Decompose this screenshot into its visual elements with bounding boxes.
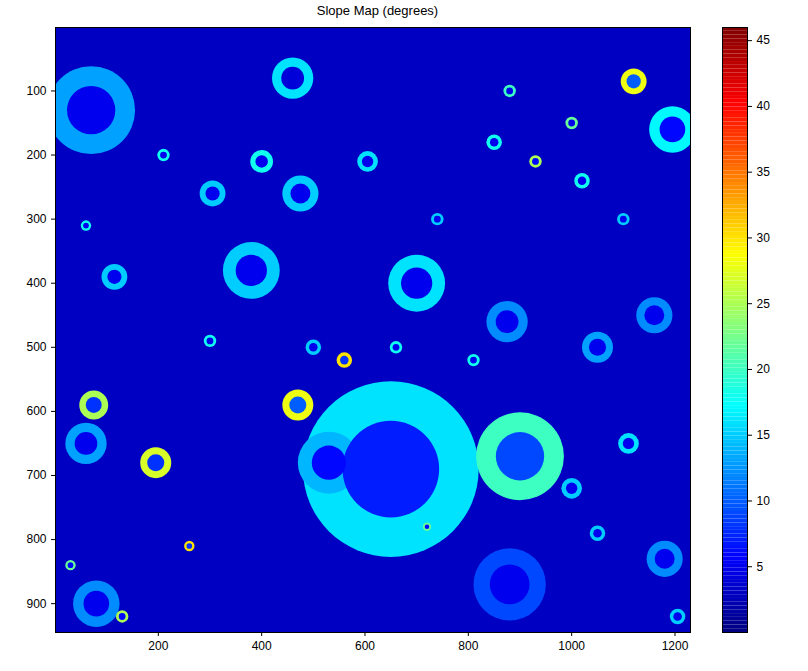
svg-text:300: 300 xyxy=(26,212,46,226)
svg-text:45: 45 xyxy=(757,33,771,47)
svg-text:35: 35 xyxy=(757,165,771,179)
svg-text:500: 500 xyxy=(26,340,46,354)
svg-text:400: 400 xyxy=(252,639,272,653)
svg-text:30: 30 xyxy=(757,231,771,245)
svg-text:200: 200 xyxy=(148,639,168,653)
svg-text:5: 5 xyxy=(757,560,764,574)
svg-text:40: 40 xyxy=(757,99,771,113)
svg-text:700: 700 xyxy=(26,468,46,482)
svg-text:100: 100 xyxy=(26,84,46,98)
svg-text:200: 200 xyxy=(26,148,46,162)
svg-text:25: 25 xyxy=(757,297,771,311)
svg-text:800: 800 xyxy=(26,532,46,546)
svg-text:1200: 1200 xyxy=(662,639,689,653)
svg-text:900: 900 xyxy=(26,597,46,611)
svg-text:600: 600 xyxy=(26,404,46,418)
svg-text:400: 400 xyxy=(26,276,46,290)
svg-text:10: 10 xyxy=(757,494,771,508)
svg-text:20: 20 xyxy=(757,362,771,376)
svg-text:600: 600 xyxy=(355,639,375,653)
svg-text:800: 800 xyxy=(458,639,478,653)
html-text:Slope Map (degrees): Slope Map (degrees) xyxy=(316,3,439,18)
svg-text:15: 15 xyxy=(757,428,771,442)
svg-text:1000: 1000 xyxy=(558,639,585,653)
